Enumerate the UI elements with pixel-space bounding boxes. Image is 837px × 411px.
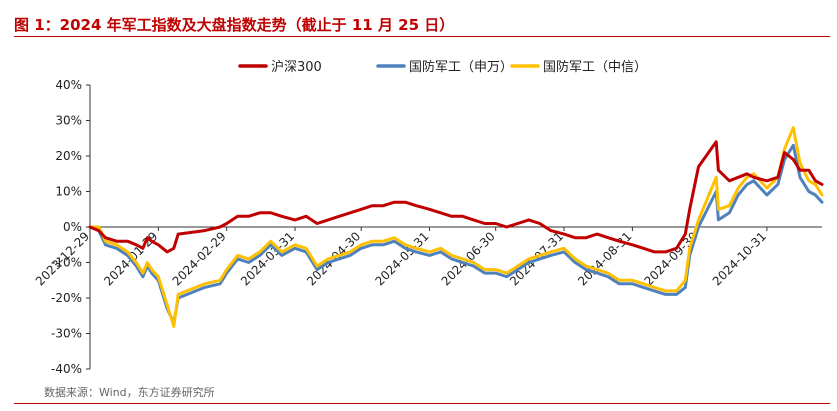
series-layer xyxy=(88,126,824,328)
x-tick-label: 2024-06-30 xyxy=(439,229,498,288)
legend-label-0: 沪深300 xyxy=(271,59,322,75)
title-rule xyxy=(14,36,830,37)
y-tick-label: -40% xyxy=(51,362,82,376)
y-tick-label: -20% xyxy=(51,291,82,305)
y-tick-label: 30% xyxy=(55,114,82,128)
y-axis: 40% 30% 20% 10% 0% -10% -20% -30% -40% xyxy=(51,78,91,376)
x-axis: 2023-12-29 2024-01-29 2024-02-29 2024-03-31… xyxy=(33,226,822,288)
x-tick-label: 2024-10-31 xyxy=(710,229,769,288)
y-tick-label: 40% xyxy=(55,78,82,92)
legend-label-2: 国防军工（中信） xyxy=(543,59,647,75)
y-tick-label: 20% xyxy=(55,149,82,163)
source-note: 数据来源：Wind，东方证券研究所 xyxy=(44,386,215,399)
legend: 沪深300 国防军工（申万） 国防军工（中信） xyxy=(238,59,647,75)
figure-title: 图 1：2024 年军工指数及大盘指数走势（截止于 11 月 25 日） xyxy=(14,16,455,34)
y-tick-label: 10% xyxy=(55,185,82,199)
series-line-2 xyxy=(88,126,824,328)
y-tick-label: 0% xyxy=(63,220,82,234)
legend-label-1: 国防军工（申万） xyxy=(409,59,513,75)
x-tick-label: 2024-05-31 xyxy=(372,229,431,288)
x-tick-label: 2023-12-29 xyxy=(33,229,92,288)
series-line-0 xyxy=(88,140,824,254)
bottom-rule xyxy=(14,403,830,404)
series-line-1 xyxy=(88,143,824,325)
y-tick-label: -30% xyxy=(51,327,82,341)
y-tick-label: -10% xyxy=(51,256,82,270)
